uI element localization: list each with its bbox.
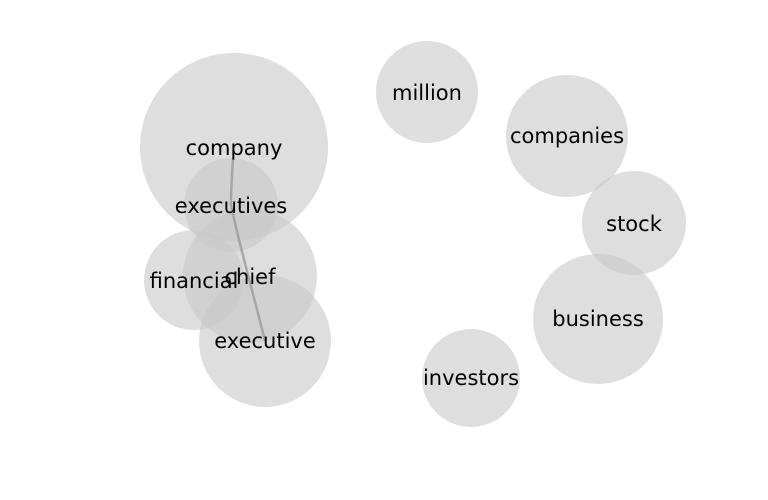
label-companies: companies [510,124,624,148]
bubble-stock [582,171,686,275]
bubble-business [533,254,663,384]
label-executive: executive [214,329,316,353]
label-business: business [552,307,644,331]
label-company: company [186,136,283,160]
label-investors: investors [423,366,519,390]
labels-layer: company executives chief financial execu… [150,81,663,390]
bubble-companies [506,75,628,197]
bubbles-layer [140,41,686,427]
bubble-million [376,41,478,143]
links-layer [229,157,267,342]
label-chief: chief [224,265,276,289]
label-executives: executives [175,194,287,218]
link-company-executives [229,157,235,206]
label-million: million [392,81,462,105]
link-executives-executive [229,204,267,342]
label-stock: stock [606,212,663,236]
bubble-investors [422,329,520,427]
label-financial: financial [150,269,239,293]
